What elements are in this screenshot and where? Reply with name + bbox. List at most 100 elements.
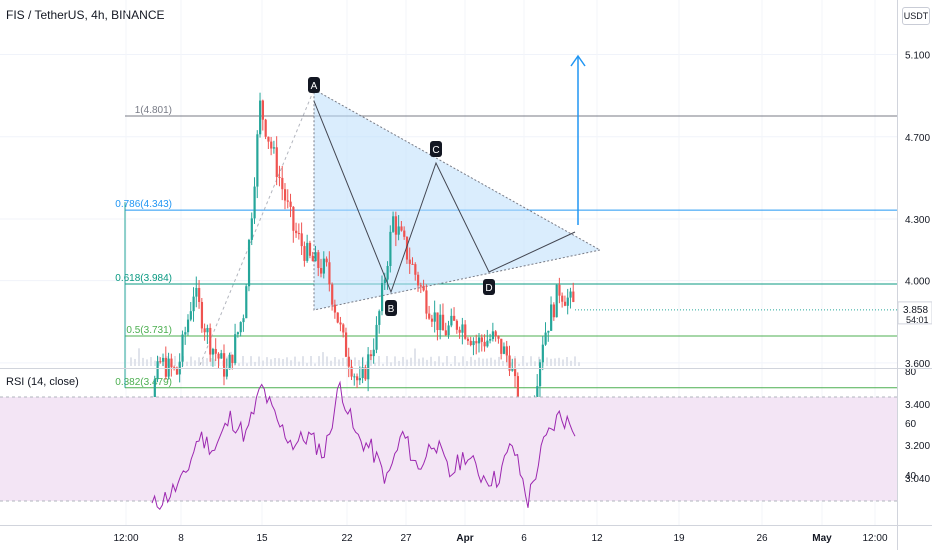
- price-tick-label: 3.040: [905, 474, 930, 485]
- candle-body: [375, 324, 378, 350]
- candle-body: [211, 348, 215, 355]
- candle-body: [544, 332, 547, 345]
- time-tick-label: 6: [521, 533, 527, 544]
- volume-bar: [414, 348, 416, 366]
- volume-bar: [554, 358, 556, 366]
- candle-body: [289, 201, 292, 207]
- volume-bar: [334, 357, 336, 366]
- volume-bar: [342, 357, 344, 366]
- candle-body: [439, 314, 442, 331]
- price-tick-label: 5.100: [905, 51, 930, 62]
- candle-body: [400, 226, 403, 231]
- candle-body: [292, 206, 295, 231]
- candle-body: [278, 176, 281, 178]
- volume-bar: [206, 358, 208, 366]
- candle-body: [245, 286, 248, 319]
- candle-body: [236, 332, 240, 335]
- volume-bar: [574, 356, 576, 366]
- candle-body: [242, 318, 245, 323]
- time-tick-label: May: [812, 533, 832, 544]
- candle-body: [397, 226, 400, 235]
- candle-body: [472, 341, 475, 346]
- candle-body: [494, 331, 497, 337]
- candle-body: [386, 265, 389, 280]
- candle-body: [552, 304, 556, 318]
- volume-bar: [142, 357, 144, 366]
- pattern-point-badge: [430, 141, 442, 157]
- pattern-point-label: B: [388, 304, 395, 315]
- volume-bar: [258, 356, 260, 366]
- volume-bar: [482, 358, 484, 366]
- volume-bar: [430, 356, 432, 366]
- volume-bar: [194, 360, 196, 366]
- volume-bar: [318, 356, 320, 366]
- volume-bar: [498, 356, 500, 366]
- volume-bar: [538, 356, 540, 366]
- candle-body: [336, 312, 339, 323]
- currency-button[interactable]: USDT: [902, 7, 930, 25]
- candle-body: [561, 295, 564, 302]
- candle-body: [347, 356, 350, 367]
- volume-bar: [402, 356, 404, 366]
- candle-body: [422, 285, 425, 291]
- fib-label: 1(4.801): [135, 105, 172, 116]
- candle-body: [159, 361, 162, 363]
- candle-body: [250, 218, 253, 240]
- candle-body: [538, 362, 542, 387]
- candle-body: [322, 258, 325, 274]
- candle-body: [550, 304, 553, 331]
- candle-body: [480, 337, 483, 342]
- candle-body: [394, 216, 398, 235]
- candle-body: [425, 290, 428, 314]
- volume-bar: [382, 363, 384, 366]
- candle-body: [419, 285, 422, 287]
- candle-body: [433, 312, 436, 322]
- candle-body: [477, 337, 481, 344]
- volume-bar: [218, 357, 220, 366]
- triangle-shape: [313, 88, 602, 311]
- abcd-line: [313, 100, 576, 294]
- candle-body: [469, 340, 472, 346]
- candlesticks: [126, 92, 575, 462]
- volume-bar: [462, 356, 464, 366]
- fib-label: 0.382(3.479): [115, 377, 172, 388]
- candle-body: [541, 344, 544, 363]
- volume-bar: [386, 356, 388, 366]
- time-tick-label: 15: [256, 533, 268, 544]
- volume-bar: [450, 363, 452, 366]
- time-tick-label: 12:00: [113, 533, 138, 544]
- rsi-title: RSI (14, close): [6, 376, 79, 388]
- candle-body: [558, 284, 561, 296]
- candle-body: [317, 252, 320, 269]
- candle-body: [339, 322, 342, 325]
- volume-bar: [306, 363, 308, 366]
- candle-body: [461, 324, 464, 333]
- volume-bar: [558, 357, 560, 366]
- volume-bar: [302, 356, 304, 366]
- candle-body: [220, 353, 223, 359]
- volume-bar: [510, 362, 512, 366]
- volume-bar: [154, 360, 156, 366]
- candle-body: [314, 252, 317, 262]
- volume-bar: [174, 356, 176, 366]
- candle-body: [403, 230, 406, 237]
- volume-bar: [354, 357, 356, 366]
- volume-bar: [474, 359, 476, 366]
- price-tick-label: 4.300: [905, 215, 930, 226]
- candle-body: [378, 311, 381, 325]
- volume-bar: [442, 362, 444, 366]
- candle-body: [547, 330, 550, 333]
- candle-body: [344, 332, 348, 357]
- volume-bar: [374, 362, 376, 366]
- volume-bar: [326, 356, 328, 366]
- volume-bar: [314, 363, 316, 366]
- volume-bar: [158, 356, 160, 366]
- volume-bar: [202, 359, 204, 366]
- volume-bar: [310, 356, 312, 366]
- candle-body: [184, 332, 187, 335]
- candle-body: [458, 329, 461, 333]
- volume-bar: [290, 360, 292, 366]
- price-tick-label: 3.400: [905, 400, 930, 411]
- chart-title: FIS / TetherUS, 4h, BINANCE: [6, 8, 165, 22]
